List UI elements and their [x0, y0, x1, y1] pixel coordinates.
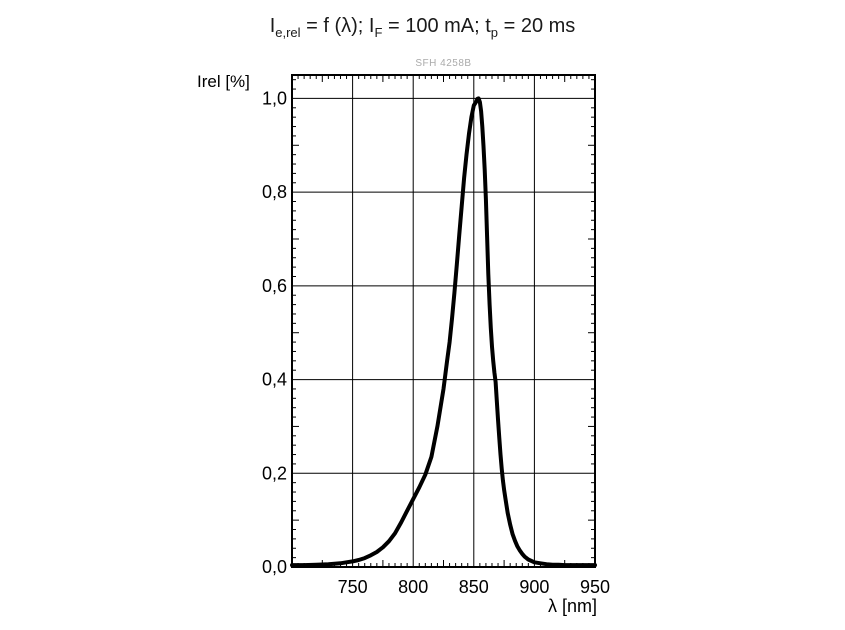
svg-text:900: 900 [519, 577, 549, 597]
title-segment: = f (λ); IF [300, 15, 383, 40]
svg-text:0,0: 0,0 [262, 557, 287, 577]
svg-text:950: 950 [580, 577, 610, 597]
title-subscript: e,rel [275, 25, 301, 40]
title-segment: = 100 mA; tp [382, 15, 499, 40]
svg-text:1,0: 1,0 [262, 88, 287, 108]
svg-text:750: 750 [338, 577, 368, 597]
title-segment: = 20 ms [498, 15, 576, 37]
gridlines [292, 75, 595, 567]
plot-frame [291, 74, 596, 568]
svg-text:0,6: 0,6 [262, 276, 287, 296]
title-subscript: F [374, 25, 383, 40]
svg-text:0,4: 0,4 [262, 370, 287, 390]
x-tick-labels: 750 800 850 900 950 [338, 577, 610, 597]
title-segment: Ie,rel [269, 15, 301, 40]
svg-text:0,2: 0,2 [262, 463, 287, 483]
y-axis-label: Irel [%] [197, 72, 250, 91]
svg-text:0,8: 0,8 [262, 182, 287, 202]
y-tick-labels: 1,0 0,8 0,6 0,4 0,2 0,0 [262, 88, 287, 577]
svg-text:800: 800 [398, 577, 428, 597]
x-axis-label: λ [nm] [547, 596, 597, 616]
title-subscript: p [490, 25, 499, 40]
spectrum-curve [290, 96, 597, 568]
minor-ticks [292, 75, 595, 567]
chart-title: Ie,rel = f (λ); IF = 100 mA; tp = 20 ms [0, 15, 845, 40]
svg-text:850: 850 [459, 577, 489, 597]
watermark-part-number: SFH 4258B [415, 58, 472, 69]
